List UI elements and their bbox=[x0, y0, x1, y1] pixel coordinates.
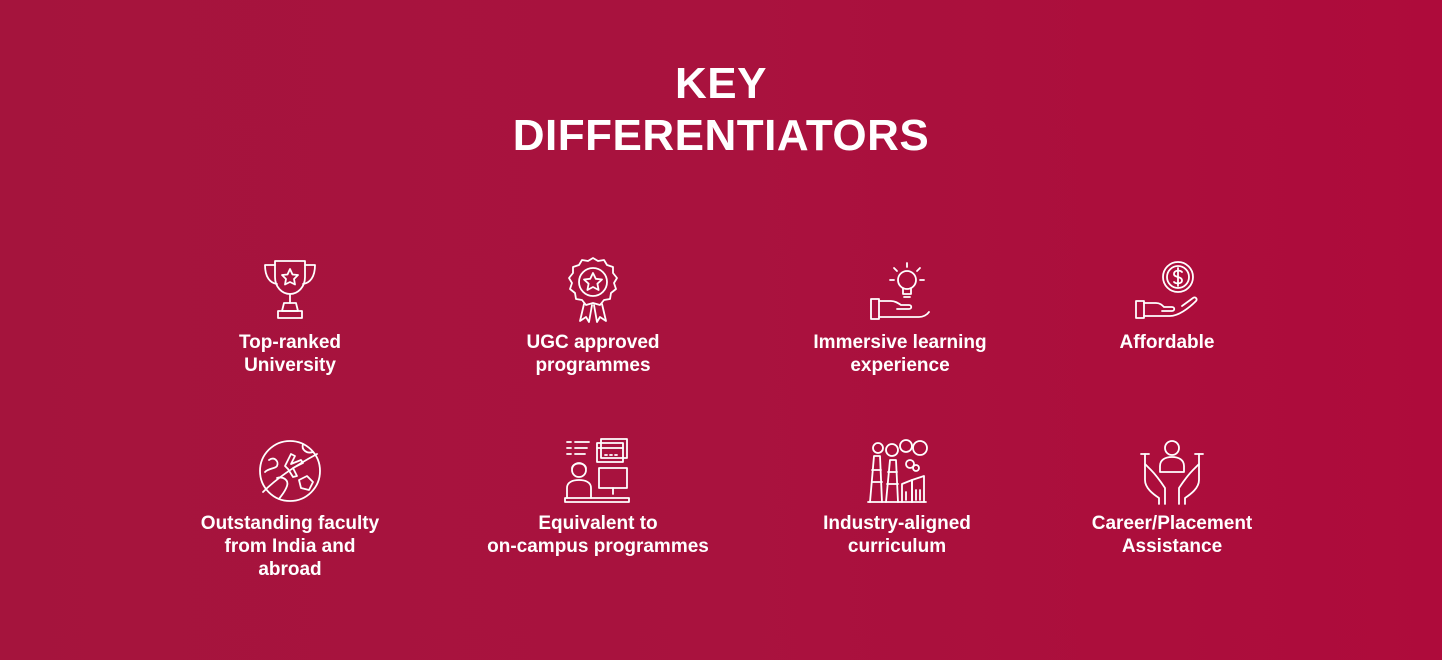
person-hands-icon bbox=[1137, 436, 1207, 506]
differentiator-outstanding-faculty: Outstanding faculty from India and abroa… bbox=[150, 436, 430, 581]
differentiator-top-ranked: Top-ranked University bbox=[150, 255, 430, 377]
page-title-line-1: KEY bbox=[675, 59, 767, 108]
differentiator-industry-aligned: Industry-aligned curriculum bbox=[757, 436, 1037, 558]
globe-plane-icon bbox=[255, 436, 325, 506]
differentiator-label: Top-ranked University bbox=[238, 332, 342, 376]
differentiator-equivalent-programmes: Equivalent to on-campus programmes bbox=[458, 436, 738, 558]
differentiator-label: Career/Placement Assistance bbox=[1091, 513, 1253, 557]
trophy-icon bbox=[255, 255, 325, 325]
differentiator-label: Outstanding faculty from India and abroa… bbox=[200, 513, 380, 580]
lightbulb-hand-icon bbox=[865, 255, 935, 325]
differentiator-immersive-learning: Immersive learning experience bbox=[760, 255, 1040, 377]
differentiator-label: UGC approved programmes bbox=[526, 332, 660, 376]
differentiator-label: Industry-aligned curriculum bbox=[823, 513, 971, 557]
page-title-line-2: DIFFERENTIATORS bbox=[512, 111, 930, 160]
differentiator-ugc-approved: UGC approved programmes bbox=[453, 255, 733, 377]
page-title: KEY DIFFERENTIATORS bbox=[0, 58, 1442, 162]
differentiator-label: Immersive learning experience bbox=[813, 332, 987, 376]
differentiator-affordable: Affordable bbox=[1027, 255, 1307, 354]
differentiator-career-placement: Career/Placement Assistance bbox=[1032, 436, 1312, 558]
online-learning-icon bbox=[563, 436, 633, 506]
money-hand-icon bbox=[1132, 255, 1202, 325]
factory-icon bbox=[862, 436, 932, 506]
badge-star-icon bbox=[558, 255, 628, 325]
differentiator-label: Equivalent to on-campus programmes bbox=[487, 513, 709, 557]
differentiator-label: Affordable bbox=[1119, 332, 1215, 353]
